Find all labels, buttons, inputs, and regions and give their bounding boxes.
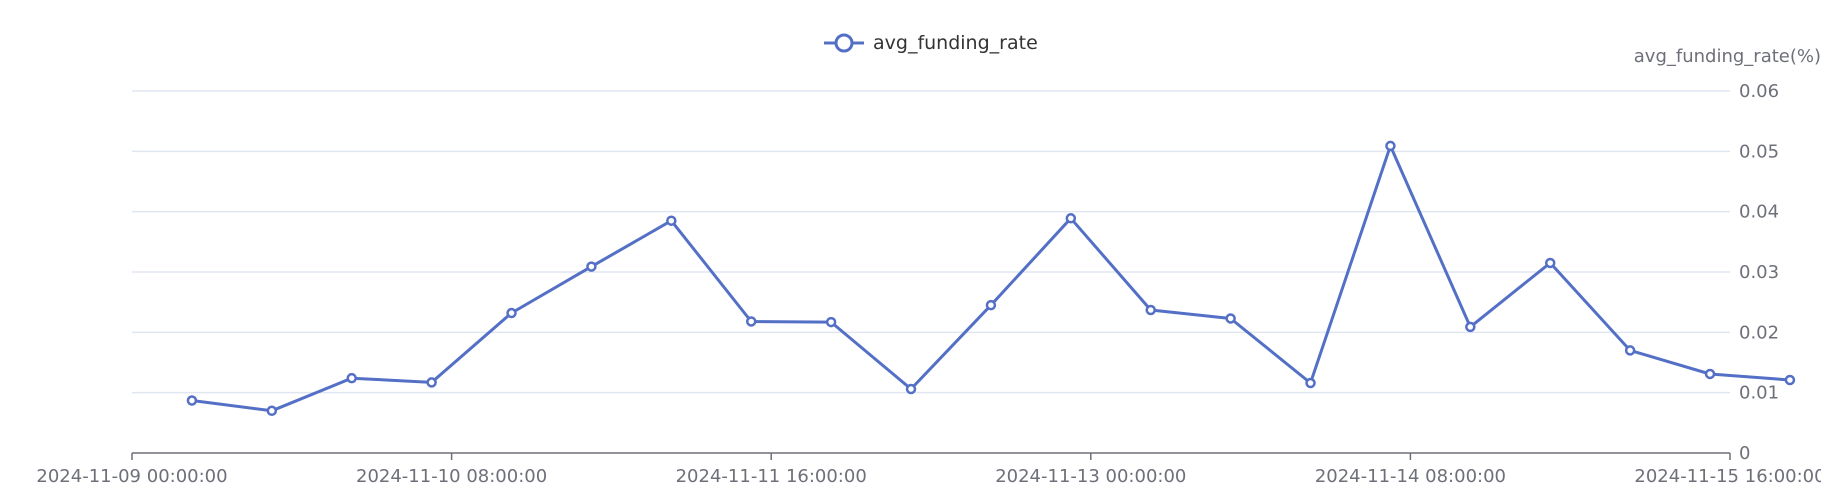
data-point[interactable] xyxy=(586,261,597,272)
y-tick-label: 0.05 xyxy=(1739,141,1779,162)
x-tick-label: 2024-11-09 00:00:00 xyxy=(36,466,227,487)
data-point[interactable] xyxy=(506,307,517,319)
data-point[interactable] xyxy=(426,377,437,388)
data-point[interactable] xyxy=(186,395,198,406)
series-line-avg-funding-rate xyxy=(191,144,1791,413)
x-tick-label: 2024-11-10 08:00:00 xyxy=(356,466,547,487)
data-point[interactable] xyxy=(745,316,757,327)
data-point[interactable] xyxy=(1704,368,1716,380)
axes: 0 0.01 0.02 0.03 0.04 0.05 0.06 2024-11-09 00:0… xyxy=(36,81,1821,487)
legend[interactable]: avg_funding_rate xyxy=(824,32,1038,54)
x-tick-label: 2024-11-13 00:00:00 xyxy=(995,466,1186,487)
y-tick-label: 0.03 xyxy=(1739,262,1779,283)
x-tick-label: 2024-11-14 08:00:00 xyxy=(1315,466,1506,487)
y-axis-name: avg_funding_rate(%) xyxy=(1634,46,1821,67)
data-point[interactable] xyxy=(1624,345,1636,356)
y-tick-label: 0 xyxy=(1739,443,1750,464)
data-point[interactable] xyxy=(346,372,357,384)
data-point[interactable] xyxy=(1305,377,1316,389)
y-tick-label: 0.04 xyxy=(1739,202,1779,223)
series-layer xyxy=(186,140,1796,417)
data-point[interactable] xyxy=(1065,213,1077,224)
y-tick-label: 0.06 xyxy=(1739,81,1779,102)
y-tick-label: 0.01 xyxy=(1739,383,1779,404)
data-point[interactable] xyxy=(825,316,837,328)
legend-entry-avg-funding-rate[interactable]: avg_funding_rate xyxy=(873,32,1038,54)
data-point[interactable] xyxy=(1225,313,1236,324)
grid-lines xyxy=(132,90,1730,394)
data-point[interactable] xyxy=(266,405,278,417)
y-tick-label: 0.02 xyxy=(1739,322,1779,343)
data-point[interactable] xyxy=(1465,321,1476,333)
data-point[interactable] xyxy=(1385,140,1396,152)
data-point[interactable] xyxy=(1145,304,1156,316)
data-point[interactable] xyxy=(1784,374,1796,386)
legend-circle-marker xyxy=(834,33,854,53)
data-point[interactable] xyxy=(1544,257,1556,269)
x-tick-label: 2024-11-11 16:00:00 xyxy=(676,466,867,487)
data-point[interactable] xyxy=(985,299,997,311)
data-point[interactable] xyxy=(666,215,677,226)
data-point[interactable] xyxy=(905,383,917,395)
x-tick-label: 2024-11-15 16:00:00 xyxy=(1634,466,1821,487)
